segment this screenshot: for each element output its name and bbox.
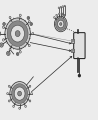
Circle shape: [19, 51, 21, 53]
Circle shape: [60, 6, 61, 8]
Circle shape: [12, 84, 28, 103]
Circle shape: [28, 20, 30, 23]
Circle shape: [64, 5, 65, 7]
Circle shape: [0, 43, 3, 47]
Circle shape: [30, 22, 33, 26]
Circle shape: [9, 16, 11, 19]
Circle shape: [3, 23, 5, 25]
Circle shape: [7, 51, 10, 56]
Circle shape: [9, 48, 11, 51]
Circle shape: [0, 31, 1, 36]
Bar: [71, 39, 74, 43]
Circle shape: [3, 22, 5, 26]
Circle shape: [72, 40, 73, 42]
Circle shape: [62, 6, 63, 7]
Circle shape: [59, 13, 60, 15]
Circle shape: [7, 52, 9, 54]
Circle shape: [29, 85, 31, 87]
Circle shape: [19, 14, 21, 16]
FancyBboxPatch shape: [75, 34, 84, 57]
Circle shape: [54, 16, 55, 18]
Circle shape: [60, 23, 62, 25]
Circle shape: [7, 93, 9, 95]
Circle shape: [32, 32, 34, 35]
Circle shape: [16, 52, 19, 56]
Circle shape: [58, 20, 64, 28]
Circle shape: [72, 49, 73, 51]
Circle shape: [78, 75, 80, 77]
Circle shape: [61, 13, 63, 15]
Circle shape: [31, 93, 33, 95]
Circle shape: [17, 53, 18, 55]
Circle shape: [10, 82, 29, 106]
Circle shape: [54, 16, 67, 32]
Circle shape: [11, 25, 24, 42]
Circle shape: [29, 100, 31, 102]
Circle shape: [8, 100, 10, 102]
Circle shape: [5, 18, 30, 49]
Circle shape: [27, 16, 30, 20]
Circle shape: [19, 107, 20, 109]
Circle shape: [56, 14, 57, 16]
Circle shape: [1, 44, 2, 46]
Circle shape: [56, 18, 66, 30]
Circle shape: [8, 85, 10, 87]
Circle shape: [14, 87, 25, 100]
Circle shape: [64, 14, 66, 16]
Circle shape: [25, 105, 26, 107]
Circle shape: [58, 7, 59, 9]
Circle shape: [15, 31, 20, 37]
Circle shape: [2, 26, 4, 28]
Circle shape: [13, 105, 15, 107]
Circle shape: [28, 44, 30, 47]
Circle shape: [7, 21, 28, 46]
Circle shape: [2, 39, 4, 41]
Circle shape: [18, 91, 22, 96]
Circle shape: [31, 23, 32, 25]
Bar: [71, 49, 74, 52]
Circle shape: [28, 17, 29, 19]
